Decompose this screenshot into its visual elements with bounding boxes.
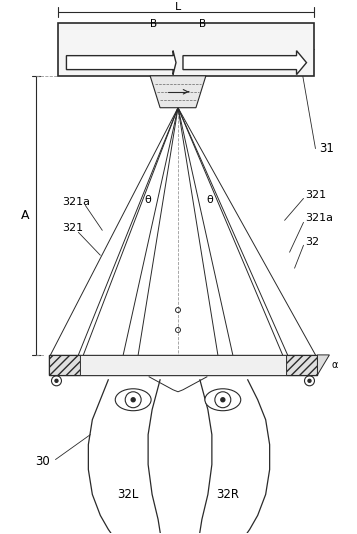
Bar — [59, 23, 315, 76]
Text: 32L: 32L — [117, 488, 139, 501]
Bar — [286, 355, 317, 375]
Circle shape — [308, 379, 311, 382]
Text: θ: θ — [145, 195, 151, 206]
Polygon shape — [150, 76, 206, 108]
Text: 30: 30 — [35, 455, 50, 468]
Text: 321: 321 — [62, 223, 84, 233]
Circle shape — [221, 398, 225, 402]
Text: L: L — [175, 2, 181, 12]
Text: θ: θ — [206, 195, 213, 206]
Ellipse shape — [205, 389, 241, 411]
Polygon shape — [183, 51, 307, 75]
Text: 321a: 321a — [62, 198, 90, 207]
Text: B: B — [150, 19, 157, 29]
Text: 31: 31 — [320, 142, 334, 155]
Circle shape — [55, 379, 58, 382]
Bar — [49, 355, 317, 375]
Bar — [80, 355, 286, 375]
Polygon shape — [317, 355, 330, 375]
Text: 32R: 32R — [216, 488, 239, 501]
Text: B: B — [199, 19, 206, 29]
Text: 321a: 321a — [306, 214, 333, 223]
Polygon shape — [66, 51, 176, 75]
Text: α: α — [331, 360, 338, 370]
Bar — [49, 355, 80, 375]
Ellipse shape — [115, 389, 151, 411]
Text: 321: 321 — [306, 191, 327, 200]
Text: 32: 32 — [306, 237, 320, 247]
Text: A: A — [21, 209, 30, 222]
Circle shape — [131, 398, 135, 402]
